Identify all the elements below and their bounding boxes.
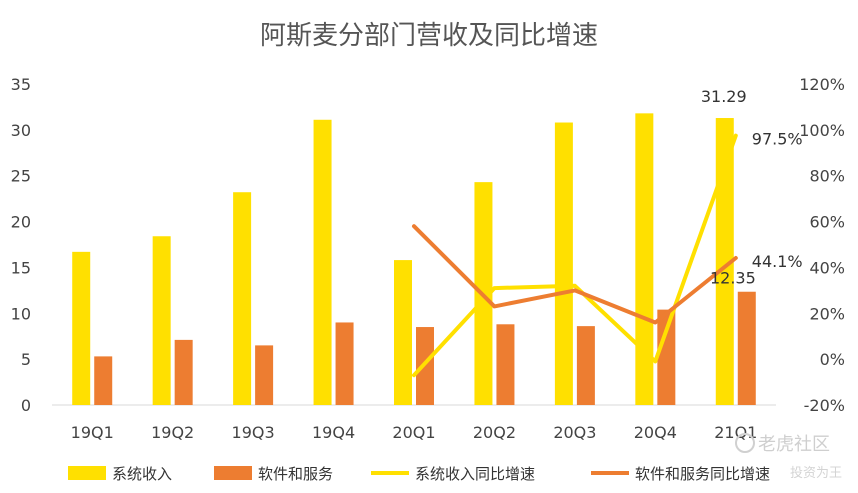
chart-title: 阿斯麦分部门营收及同比增速 xyxy=(260,21,598,51)
bar-system-revenue xyxy=(72,251,91,405)
bar-system-revenue xyxy=(635,113,654,405)
bar-software-services xyxy=(174,339,193,405)
left-tick-label: 25 xyxy=(11,167,31,186)
left-tick-label: 30 xyxy=(11,121,31,140)
right-tick-label: 120% xyxy=(799,75,845,94)
data-label: 97.5% xyxy=(752,130,803,149)
left-tick-label: 10 xyxy=(11,304,31,323)
bar-system-revenue xyxy=(313,119,332,406)
line-software-growth xyxy=(412,224,738,325)
bar-software-services xyxy=(576,326,595,405)
right-tick-label: 100% xyxy=(799,121,845,140)
bar-software-services xyxy=(335,322,354,405)
legend-label: 系统收入 xyxy=(112,465,172,483)
legend-swatch xyxy=(68,466,106,480)
left-tick-label: 5 xyxy=(21,350,31,369)
bar-system-revenue xyxy=(554,122,573,406)
lines xyxy=(412,133,738,378)
right-tick-label: -20% xyxy=(804,396,845,415)
right-axis: -20% 0% 20% 40% 60% 80% 100% 120% xyxy=(799,75,845,415)
right-tick-label: 60% xyxy=(809,213,845,232)
category-label: 20Q3 xyxy=(553,423,596,442)
bar-system-revenue xyxy=(715,118,734,405)
watermark: 老虎社区 投资为王 xyxy=(735,433,842,481)
right-tick-label: 80% xyxy=(809,167,845,186)
data-labels: 31.29 12.35 97.5% 44.1% xyxy=(701,87,803,288)
tiger-logo-icon xyxy=(735,433,755,453)
legend-label: 软件和服务同比增速 xyxy=(635,465,770,483)
line-system-growth xyxy=(412,133,738,378)
data-label: 44.1% xyxy=(752,252,803,271)
watermark-sub: 投资为王 xyxy=(790,465,842,481)
bar-software-services xyxy=(737,291,756,405)
category-label: 20Q1 xyxy=(392,423,435,442)
x-axis: 19Q1 19Q2 19Q3 19Q4 20Q1 20Q2 20Q3 20Q4 21Q1 xyxy=(71,423,758,442)
left-tick-label: 20 xyxy=(11,213,31,232)
bar-software-services xyxy=(255,345,274,405)
category-label: 19Q1 xyxy=(71,423,114,442)
right-tick-label: 40% xyxy=(809,258,845,277)
bar-software-services xyxy=(657,309,676,405)
bar-software-services xyxy=(94,356,113,405)
legend-swatch xyxy=(214,466,252,480)
legend-label: 系统收入同比增速 xyxy=(415,465,535,483)
bar-system-revenue xyxy=(152,236,171,405)
category-label: 20Q2 xyxy=(473,423,516,442)
category-label: 19Q2 xyxy=(151,423,194,442)
watermark-brand: 老虎社区 xyxy=(758,434,830,455)
bar-software-services xyxy=(496,324,515,405)
legend: 系统收入 软件和服务 系统收入同比增速 软件和服务同比增速 xyxy=(68,465,770,483)
left-tick-label: 35 xyxy=(11,75,31,94)
left-axis: 0 5 10 15 20 25 30 35 xyxy=(11,75,31,415)
right-tick-label: 20% xyxy=(809,304,845,323)
category-label: 19Q3 xyxy=(232,423,275,442)
category-label: 19Q4 xyxy=(312,423,355,442)
left-tick-label: 15 xyxy=(11,258,31,277)
data-label: 12.35 xyxy=(710,269,756,288)
left-tick-label: 0 xyxy=(21,396,31,415)
category-label: 21Q1 xyxy=(714,423,757,442)
bar-system-revenue xyxy=(233,192,252,405)
legend-label: 软件和服务 xyxy=(258,465,333,483)
right-tick-label: 0% xyxy=(820,350,845,369)
category-label: 20Q4 xyxy=(634,423,677,442)
data-label: 31.29 xyxy=(701,87,747,106)
bar-system-revenue xyxy=(394,260,412,405)
